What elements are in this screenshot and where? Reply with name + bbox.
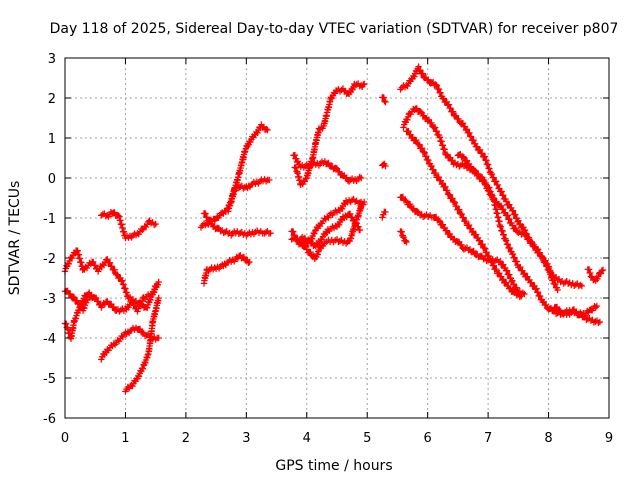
data-point-markers bbox=[200, 210, 274, 239]
y-tick-label: -1 bbox=[43, 212, 56, 227]
y-tick-label: 0 bbox=[48, 172, 56, 187]
y-tick-label: 2 bbox=[48, 92, 56, 107]
y-tick-label: -3 bbox=[43, 292, 56, 307]
x-tick-label: 1 bbox=[121, 431, 129, 446]
series-t3 bbox=[61, 291, 96, 342]
data-point-markers bbox=[122, 294, 162, 395]
data-point-markers bbox=[291, 80, 368, 188]
x-axis-label: GPS time / hours bbox=[275, 458, 392, 474]
y-tick-label: -4 bbox=[43, 332, 56, 347]
x-tick-label: 7 bbox=[484, 431, 492, 446]
data-point-markers bbox=[397, 193, 528, 298]
series-t26 bbox=[584, 266, 607, 284]
plot-frame bbox=[64, 57, 610, 419]
series-t14 bbox=[290, 152, 365, 185]
data-point-markers bbox=[379, 94, 389, 106]
series-t21 bbox=[400, 105, 561, 294]
series-t23 bbox=[403, 128, 525, 301]
series-t10 bbox=[225, 121, 271, 215]
data-point-markers bbox=[288, 210, 364, 250]
data-point-markers bbox=[379, 208, 389, 221]
data-point-markers bbox=[98, 209, 159, 242]
data-point-markers bbox=[400, 105, 561, 294]
x-tick-label: 0 bbox=[61, 431, 69, 446]
data-point-markers bbox=[61, 291, 96, 342]
series-t4 bbox=[98, 324, 162, 363]
x-tick-label: 5 bbox=[363, 431, 371, 446]
y-tick-label: 3 bbox=[48, 52, 56, 67]
data-point-markers bbox=[397, 228, 410, 246]
axis-ticks: 0 1 2 3 4 5 6 7 8 9 -6 -5 -4 -3 -2 -1 0 1 2 3 bbox=[43, 52, 613, 446]
data-point-markers bbox=[200, 252, 253, 287]
data-point-markers bbox=[290, 152, 365, 185]
series-t18 bbox=[379, 94, 389, 106]
series-t19 bbox=[397, 228, 410, 246]
data-point-markers bbox=[98, 324, 162, 363]
y-tick-label: 1 bbox=[48, 132, 56, 147]
x-tick-label: 8 bbox=[544, 431, 552, 446]
y-tick-label: -6 bbox=[43, 412, 56, 427]
series-t25 bbox=[551, 302, 601, 319]
y-tick-label: -5 bbox=[43, 372, 56, 387]
data-point-markers bbox=[584, 266, 607, 284]
series-t13 bbox=[288, 210, 364, 250]
series-t17 bbox=[379, 160, 389, 170]
x-tick-label: 6 bbox=[424, 431, 432, 446]
x-tick-label: 3 bbox=[242, 431, 250, 446]
data-point-markers bbox=[225, 121, 271, 215]
data-point-markers bbox=[403, 128, 525, 301]
data-point-markers bbox=[379, 160, 389, 170]
x-tick-label: 4 bbox=[303, 431, 311, 446]
series-t16 bbox=[379, 208, 389, 221]
data-series bbox=[61, 63, 607, 395]
series-t8 bbox=[200, 210, 274, 239]
chart-title: Day 118 of 2025, Sidereal Day-to-day VTE… bbox=[50, 21, 619, 37]
y-tick-label: -2 bbox=[43, 252, 56, 267]
x-tick-label: 9 bbox=[605, 431, 613, 446]
series-t22 bbox=[397, 193, 528, 298]
series-t6 bbox=[98, 209, 159, 242]
series-t5 bbox=[122, 294, 162, 395]
series-t15 bbox=[291, 80, 368, 188]
x-tick-label: 2 bbox=[182, 431, 190, 446]
data-point-markers bbox=[551, 302, 601, 319]
series-t7 bbox=[200, 252, 253, 287]
y-axis-label: SDTVAR / TECUs bbox=[7, 181, 23, 296]
